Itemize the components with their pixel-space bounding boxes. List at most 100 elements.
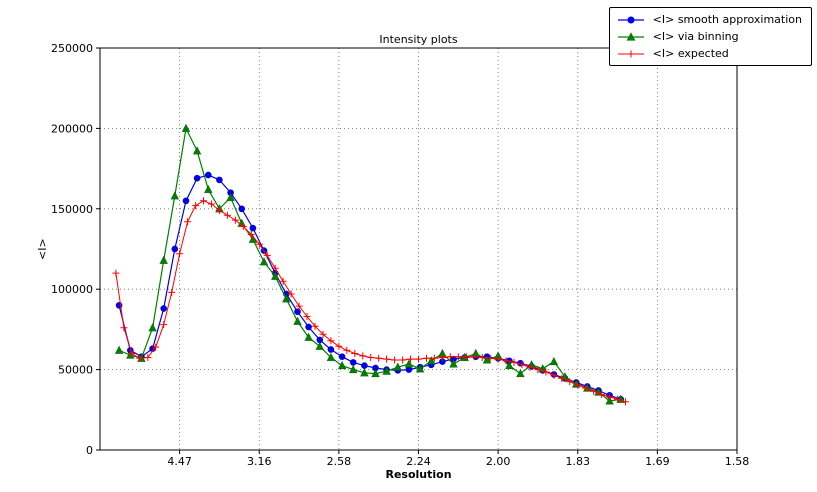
- smooth-approximation-marker: [349, 358, 357, 366]
- expected-marker: [614, 395, 622, 403]
- expected-marker: [542, 368, 550, 376]
- via-binning-marker: [393, 362, 403, 371]
- expected-marker: [494, 355, 502, 363]
- via-binning-marker: [226, 192, 236, 202]
- expected-marker: [510, 358, 518, 366]
- expected-marker: [239, 223, 247, 230]
- smooth-approximation-marker: [215, 176, 223, 184]
- via-binning-marker: [371, 368, 380, 378]
- expected-marker: [534, 366, 542, 374]
- y-tick-label: 100000: [51, 283, 93, 296]
- expected-marker: [383, 355, 391, 363]
- circle-marker-icon: [617, 16, 644, 23]
- plus-marker-icon: [617, 50, 644, 57]
- smooth-approximation-marker: [327, 346, 335, 353]
- expected-marker: [168, 288, 176, 296]
- via-binning-marker: [203, 184, 213, 194]
- expected-marker: [136, 354, 144, 362]
- via-binning-marker: [159, 255, 169, 264]
- smooth-approximation-marker: [193, 174, 201, 182]
- expected-marker: [279, 277, 287, 285]
- plot-frame: [99, 47, 738, 451]
- expected-marker: [550, 371, 558, 379]
- expected-marker: [454, 353, 462, 361]
- via-binning-marker: [605, 396, 615, 405]
- expected-marker: [192, 202, 200, 210]
- smooth-approximation-marker: [305, 323, 313, 331]
- via-binning-marker: [382, 366, 392, 375]
- x-tick-label: 2.58: [327, 455, 352, 468]
- legend-label: <I> expected: [652, 47, 729, 60]
- smooth-approximation-marker: [360, 362, 368, 370]
- expected-marker: [263, 251, 271, 259]
- expected-marker: [606, 393, 614, 401]
- expected-marker: [430, 354, 438, 362]
- expected-marker: [303, 313, 311, 320]
- triangle-marker-icon: [617, 31, 644, 41]
- expected-marker: [287, 290, 295, 298]
- expected-marker: [335, 342, 343, 350]
- via-binning-marker: [549, 356, 559, 366]
- x-tick-label: 4.47: [167, 455, 192, 468]
- smooth-approximation-marker: [171, 245, 179, 253]
- via-binning-marker: [504, 360, 514, 370]
- chart-title: Intensity plots: [379, 33, 458, 46]
- expected-marker: [438, 354, 446, 361]
- expected-marker: [200, 197, 207, 205]
- expected-marker: [208, 200, 215, 208]
- via-binning-marker: [337, 360, 347, 370]
- expected-marker: [566, 378, 574, 386]
- y-tick-label: 250000: [51, 42, 93, 55]
- via-binning-marker: [326, 352, 336, 362]
- expected-marker: [590, 387, 598, 395]
- expected-marker: [582, 384, 590, 392]
- via-binning-marker: [170, 190, 180, 200]
- expected-marker: [375, 354, 383, 362]
- expected-marker: [120, 324, 128, 332]
- expected-marker: [343, 346, 351, 354]
- via-binning-marker: [482, 355, 492, 364]
- expected-marker: [160, 321, 168, 329]
- x-tick-label: 3.16: [247, 455, 272, 468]
- expected-marker: [231, 216, 239, 224]
- via-binning-marker: [114, 345, 124, 354]
- via-binning-marker: [270, 271, 280, 280]
- expected-marker: [327, 337, 335, 345]
- expected-marker: [271, 264, 279, 272]
- expected-marker: [462, 353, 470, 361]
- legend-item-via-binning: <I> via binning: [616, 29, 802, 44]
- via-binning-marker: [348, 364, 358, 374]
- legend-label: <I> via binning: [652, 30, 739, 43]
- expected-marker: [144, 354, 152, 361]
- y-axis-label: <I>: [36, 238, 49, 260]
- smooth-approximation-marker: [249, 224, 257, 232]
- expected-marker: [423, 354, 430, 362]
- expected-marker: [391, 356, 399, 364]
- expected-marker: [558, 374, 566, 382]
- expected-marker: [184, 218, 192, 226]
- via-binning-marker: [315, 341, 325, 350]
- via-binning-marker: [471, 348, 481, 358]
- legend-item-expected: <I> expected: [616, 46, 802, 61]
- expected-marker: [478, 354, 486, 361]
- expected-marker: [112, 269, 120, 277]
- expected-marker: [351, 350, 359, 357]
- expected-marker: [255, 240, 263, 248]
- legend: <I> smooth approximation <I> via binning…: [608, 7, 812, 66]
- via-binning-marker: [281, 293, 291, 303]
- via-binning-marker: [148, 322, 158, 332]
- expected-marker: [407, 355, 414, 363]
- via-binning-marker: [359, 367, 369, 377]
- smooth-approximation-marker: [160, 305, 168, 312]
- via-binning-marker: [181, 123, 191, 133]
- smooth-approximation-marker: [204, 171, 212, 179]
- via-binning-line: [118, 126, 621, 402]
- expected-marker: [176, 250, 184, 258]
- expected-marker: [526, 363, 534, 371]
- via-binning-marker: [293, 316, 302, 326]
- y-tick-label: 50000: [58, 364, 93, 377]
- expected-marker: [518, 361, 526, 369]
- via-binning-marker: [426, 355, 436, 365]
